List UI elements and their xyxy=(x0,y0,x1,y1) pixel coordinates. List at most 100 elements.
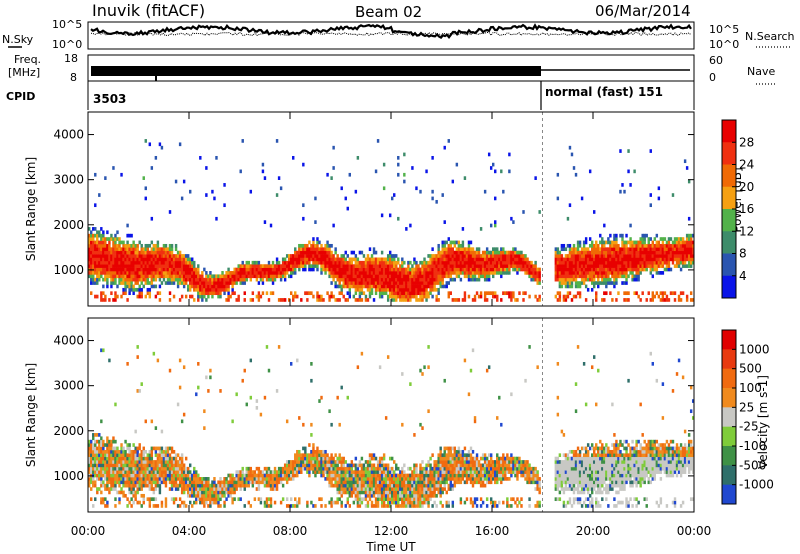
velocity-cell xyxy=(360,456,364,461)
power-cell xyxy=(631,243,634,248)
power-cell xyxy=(603,260,606,265)
velocity-cell xyxy=(243,473,246,478)
power-cell xyxy=(599,267,602,272)
power-cell xyxy=(590,287,594,292)
power-cell xyxy=(651,264,654,268)
power-cell xyxy=(285,267,289,272)
power-cell xyxy=(625,233,628,238)
power-cell xyxy=(144,196,147,201)
power-cell xyxy=(568,254,572,258)
velocity-cell xyxy=(320,466,323,471)
power-cell xyxy=(405,274,408,279)
power-cell xyxy=(126,264,129,268)
power-cell xyxy=(449,264,452,268)
power-cell xyxy=(393,298,396,302)
power-cell xyxy=(148,257,152,262)
power-cell xyxy=(330,294,333,299)
velocity-cell xyxy=(186,466,190,471)
power-cell xyxy=(489,267,493,272)
power-cell xyxy=(619,250,622,255)
velocity-cell xyxy=(156,358,160,363)
power-cell xyxy=(134,271,137,275)
power-cell xyxy=(360,281,364,285)
power-cell xyxy=(441,271,444,275)
velocity-cell xyxy=(207,483,210,488)
power-cell xyxy=(435,199,438,204)
power-cell xyxy=(625,271,628,275)
velocity-cell xyxy=(374,497,378,502)
power-cell xyxy=(489,271,493,275)
power-cell xyxy=(203,287,206,292)
power-cell xyxy=(108,257,111,262)
velocity-cell xyxy=(94,446,97,451)
velocity-cell xyxy=(146,483,149,488)
power-cell xyxy=(320,243,323,248)
power-cell xyxy=(110,281,113,285)
power-cell xyxy=(429,274,432,279)
power-cell xyxy=(479,264,483,268)
velocity-cell xyxy=(267,480,271,485)
power-cell xyxy=(514,260,517,265)
power-cell xyxy=(429,254,432,258)
power-cell xyxy=(439,271,442,275)
velocity-cell xyxy=(203,497,206,502)
power-cell xyxy=(314,196,317,201)
velocity-cell xyxy=(213,490,216,495)
velocity-cell xyxy=(122,456,125,461)
power-cell xyxy=(231,281,234,285)
power-cell xyxy=(492,294,495,299)
power-cell xyxy=(631,271,634,275)
power-cell xyxy=(419,267,422,272)
power-cell xyxy=(378,264,382,268)
power-cell xyxy=(615,243,618,248)
velocity-cell xyxy=(150,487,154,491)
velocity-cell xyxy=(154,449,158,454)
colorbar-swatch xyxy=(722,120,736,143)
power-cell xyxy=(439,274,442,279)
power-cell xyxy=(172,254,176,258)
power-cell xyxy=(645,264,648,268)
velocity-cell xyxy=(118,460,121,464)
power-cell xyxy=(92,243,95,248)
power-cell xyxy=(104,254,107,258)
power-cell xyxy=(368,271,372,275)
power-cell xyxy=(584,277,588,282)
velocity-cell xyxy=(118,500,121,505)
velocity-cell xyxy=(219,487,222,491)
velocity-cell xyxy=(344,480,347,485)
power-cell xyxy=(568,291,572,296)
velocity-cell xyxy=(217,490,220,495)
power-cell xyxy=(358,264,362,268)
power-cell xyxy=(417,291,420,296)
velocity-cell xyxy=(372,456,376,461)
power-cell xyxy=(554,274,558,279)
power-cell xyxy=(184,264,188,268)
velocity-cell xyxy=(110,439,113,444)
velocity-cell xyxy=(136,453,139,458)
power-cell xyxy=(130,243,133,248)
power-cell xyxy=(500,247,503,252)
power-cell xyxy=(316,291,319,296)
velocity-cell xyxy=(94,439,97,444)
power-cell xyxy=(273,277,277,282)
power-cell xyxy=(102,230,105,235)
velocity-cell xyxy=(332,500,335,505)
velocity-cell xyxy=(320,463,323,468)
power-cell xyxy=(164,247,168,252)
power-cell xyxy=(554,254,558,258)
velocity-cell xyxy=(189,480,192,485)
power-cell xyxy=(386,287,390,292)
power-cell xyxy=(395,271,398,275)
power-cell xyxy=(556,172,560,177)
power-cell xyxy=(94,257,97,262)
power-cell xyxy=(391,254,394,258)
velocity-cell xyxy=(201,477,204,481)
power-cell xyxy=(148,287,152,292)
power-cell xyxy=(326,257,329,262)
velocity-cell xyxy=(326,463,329,468)
power-cell xyxy=(227,271,230,275)
velocity-cell xyxy=(233,497,236,502)
power-cell xyxy=(162,267,166,272)
power-cell xyxy=(281,257,285,262)
power-cell xyxy=(110,274,113,279)
